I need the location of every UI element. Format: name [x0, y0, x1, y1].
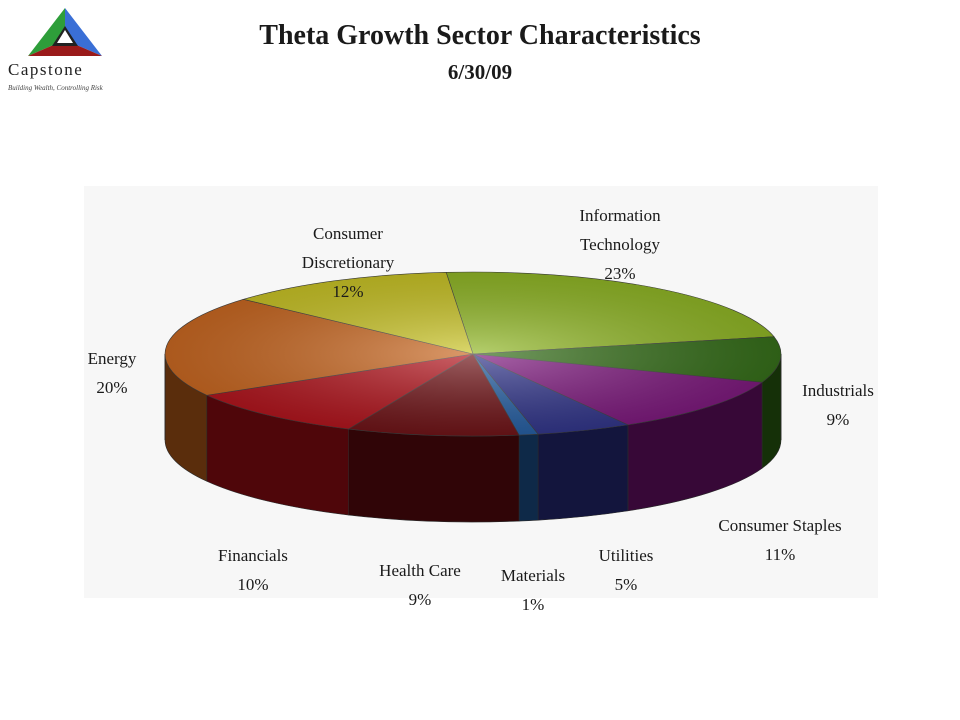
slice-label: Energy 20%: [87, 349, 137, 397]
slice-label: Consumer Staples 11%: [718, 516, 842, 564]
slice-label: Materials 1%: [500, 566, 566, 614]
logo-wordmark: Capstone: [8, 60, 84, 79]
slice-label: Health Care 9%: [379, 561, 461, 609]
logo-tagline: Building Wealth, Controlling Risk: [8, 84, 103, 92]
pie-slice-side: [348, 428, 520, 523]
capstone-logo: Capstone Building Wealth, Controlling Ri…: [0, 0, 130, 100]
slice-label: Information Technology 23%: [579, 206, 661, 283]
slice-label: Utilities 5%: [598, 546, 654, 594]
pie-highlight: [165, 272, 781, 436]
slice-label: Industrials 9%: [802, 381, 874, 429]
pie-slice-side: [537, 424, 629, 521]
capstone-triangle-icon: [28, 8, 102, 56]
slice-label: Financials 10%: [218, 546, 288, 594]
pie-edge: [164, 354, 782, 440]
chart-title: Theta Growth Sector Characteristics: [259, 20, 701, 51]
chart-subtitle: 6/30/09: [447, 60, 513, 84]
slice-label: Consumer Discretionary 12%: [301, 224, 395, 301]
pie-slice-side: [518, 433, 539, 522]
